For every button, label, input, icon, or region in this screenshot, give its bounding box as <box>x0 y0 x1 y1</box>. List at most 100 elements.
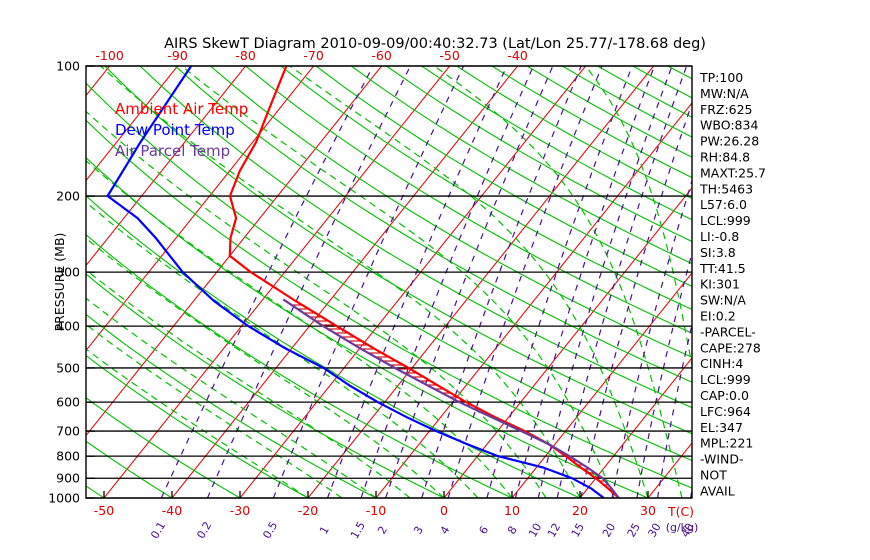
mixing-ratio-tick-label: 15 <box>569 521 587 540</box>
stat-line: CINH:4 <box>700 356 743 371</box>
stat-line: LCL:999 <box>700 213 751 228</box>
mixing-ratio-line <box>611 178 692 498</box>
stat-line: TH:5463 <box>699 181 753 196</box>
stat-line: PW:26.28 <box>700 134 759 149</box>
stat-line: LI:-0.8 <box>700 229 739 244</box>
top-temperature-ticks: -100 -90 -80 -70 -60 -50 -40 <box>95 48 527 63</box>
dry-adiabat-line <box>86 313 377 498</box>
mixing-ratio-tick-label: 0.5 <box>260 519 280 541</box>
mixing-ratio-line <box>326 66 508 498</box>
dry-adiabat-line <box>86 273 445 498</box>
legend: Ambient Air Temp Dew Point Temp Air Parcel… <box>115 100 248 160</box>
mixing-ratio-tick-label: 4 <box>438 524 453 537</box>
dry-adiabat-line <box>86 156 649 498</box>
bottom-temp-tick-label: 20 <box>572 503 588 518</box>
dry-adiabat-line <box>86 354 309 498</box>
top-temp-tick-label: -80 <box>235 48 255 63</box>
stat-line: EL:347 <box>700 420 743 435</box>
mixing-ratio-tick-label: 1 <box>317 524 332 537</box>
dry-adiabat-line <box>86 82 692 462</box>
cape-shading <box>286 302 619 498</box>
bottom-temp-tick-label: 30 <box>640 503 656 518</box>
mixing-ratio-tick-label: 3 <box>411 524 426 537</box>
isotherm-line <box>0 66 42 498</box>
dry-adiabat-line <box>456 66 692 200</box>
bottom-temp-tick-label: -10 <box>366 503 386 518</box>
mixing-ratio-tick-label: 6 <box>477 524 492 537</box>
stat-line: -PARCEL- <box>700 324 756 339</box>
mixing-ratio-tick-label: 10 <box>526 521 544 540</box>
dry-adiabat-line <box>174 66 692 383</box>
stat-line: MAXT:25.7 <box>700 165 766 180</box>
bottom-temp-tick-label: 0 <box>440 503 448 518</box>
moist-adiabat-line <box>86 297 377 498</box>
y-axis-label: PRESSURE (MB) <box>52 233 67 332</box>
top-temp-tick-label: -40 <box>507 48 527 63</box>
isotherm-line <box>307 66 655 498</box>
pressure-tick-label: 900 <box>56 471 80 486</box>
dry-adiabat-line <box>139 66 692 409</box>
stat-line: LFC:964 <box>700 404 751 419</box>
parcel-curve <box>282 298 620 498</box>
isotherm-line <box>86 66 179 182</box>
mixing-ratio-tick-label: 8 <box>505 524 520 537</box>
legend-item-3: Air Parcel Temp <box>115 142 230 160</box>
bottom-temp-tick-label: -30 <box>230 503 250 518</box>
stat-line: L57:6.0 <box>700 197 747 212</box>
stat-line: FRZ:625 <box>700 102 753 117</box>
stat-line: EI:0.2 <box>700 309 736 324</box>
moist-adiabat-line <box>86 110 547 498</box>
dry-adiabat-lines <box>86 66 692 498</box>
bottom-temp-tick-label: 10 <box>504 503 520 518</box>
mixing-ratio-line <box>272 66 465 498</box>
mixing-ratio-tick-label: 20 <box>600 521 618 540</box>
moist-adiabat-line <box>181 66 615 498</box>
pressure-tick-label: 700 <box>56 424 80 439</box>
mixing-ratio-tick-label: 40 <box>679 521 697 540</box>
isotherm-line <box>647 442 692 498</box>
stat-line: SI:3.8 <box>700 245 736 260</box>
mixing-ratio-tick-label: 25 <box>625 521 643 540</box>
bottom-temp-tick-label: -50 <box>94 503 114 518</box>
dry-adiabat-line <box>210 66 692 358</box>
mixing-ratio-tick-label: 0.1 <box>148 519 168 541</box>
temperature-curve <box>228 66 620 498</box>
stat-line: MW:N/A <box>700 86 749 101</box>
mixing-ratio-line <box>537 66 673 498</box>
top-temp-tick-label: -60 <box>371 48 391 63</box>
dry-adiabat-line <box>86 119 692 489</box>
pressure-tick-label: 400 <box>56 319 80 334</box>
pressure-tick-label: 600 <box>56 395 80 410</box>
stat-line: AVAIL <box>700 483 735 498</box>
isotherm-line <box>579 357 692 498</box>
mixing-ratio-line <box>486 66 633 498</box>
mixing-ratio-tick-label: 2 <box>375 524 390 537</box>
mixing-ratio-line <box>206 66 411 498</box>
plot-frame <box>85 65 693 499</box>
stat-line: WBO:834 <box>700 118 758 133</box>
stat-line: NOT <box>700 468 727 483</box>
pressure-tick-label: 100 <box>56 59 80 74</box>
bottom-temp-tick-label: -40 <box>162 503 182 518</box>
dry-adiabat-line <box>280 66 692 311</box>
moist-adiabat-line <box>100 66 581 498</box>
sounding-curves <box>106 66 620 498</box>
dry-adiabat-line <box>86 397 241 498</box>
dry-adiabat-line <box>86 195 581 498</box>
dry-adiabat-line <box>386 66 692 243</box>
moist-adiabat-line <box>433 66 683 498</box>
pressure-tick-label: 300 <box>56 265 80 280</box>
stat-line: CAPE:278 <box>700 340 761 355</box>
x-axis-label-temp: T(C) <box>667 504 694 519</box>
stat-line: TP:100 <box>699 70 743 85</box>
moist-adiabat-line <box>86 269 411 498</box>
dry-adiabat-line <box>350 66 692 265</box>
top-temp-tick-label: -70 <box>303 48 323 63</box>
moist-adiabat-line <box>289 66 649 498</box>
moist-adiabat-lines <box>86 66 692 498</box>
stat-line: -WIND- <box>700 452 744 467</box>
isotherm-line <box>375 102 692 498</box>
top-temp-tick-label: -100 <box>95 48 123 63</box>
dry-adiabat-line <box>86 440 173 498</box>
